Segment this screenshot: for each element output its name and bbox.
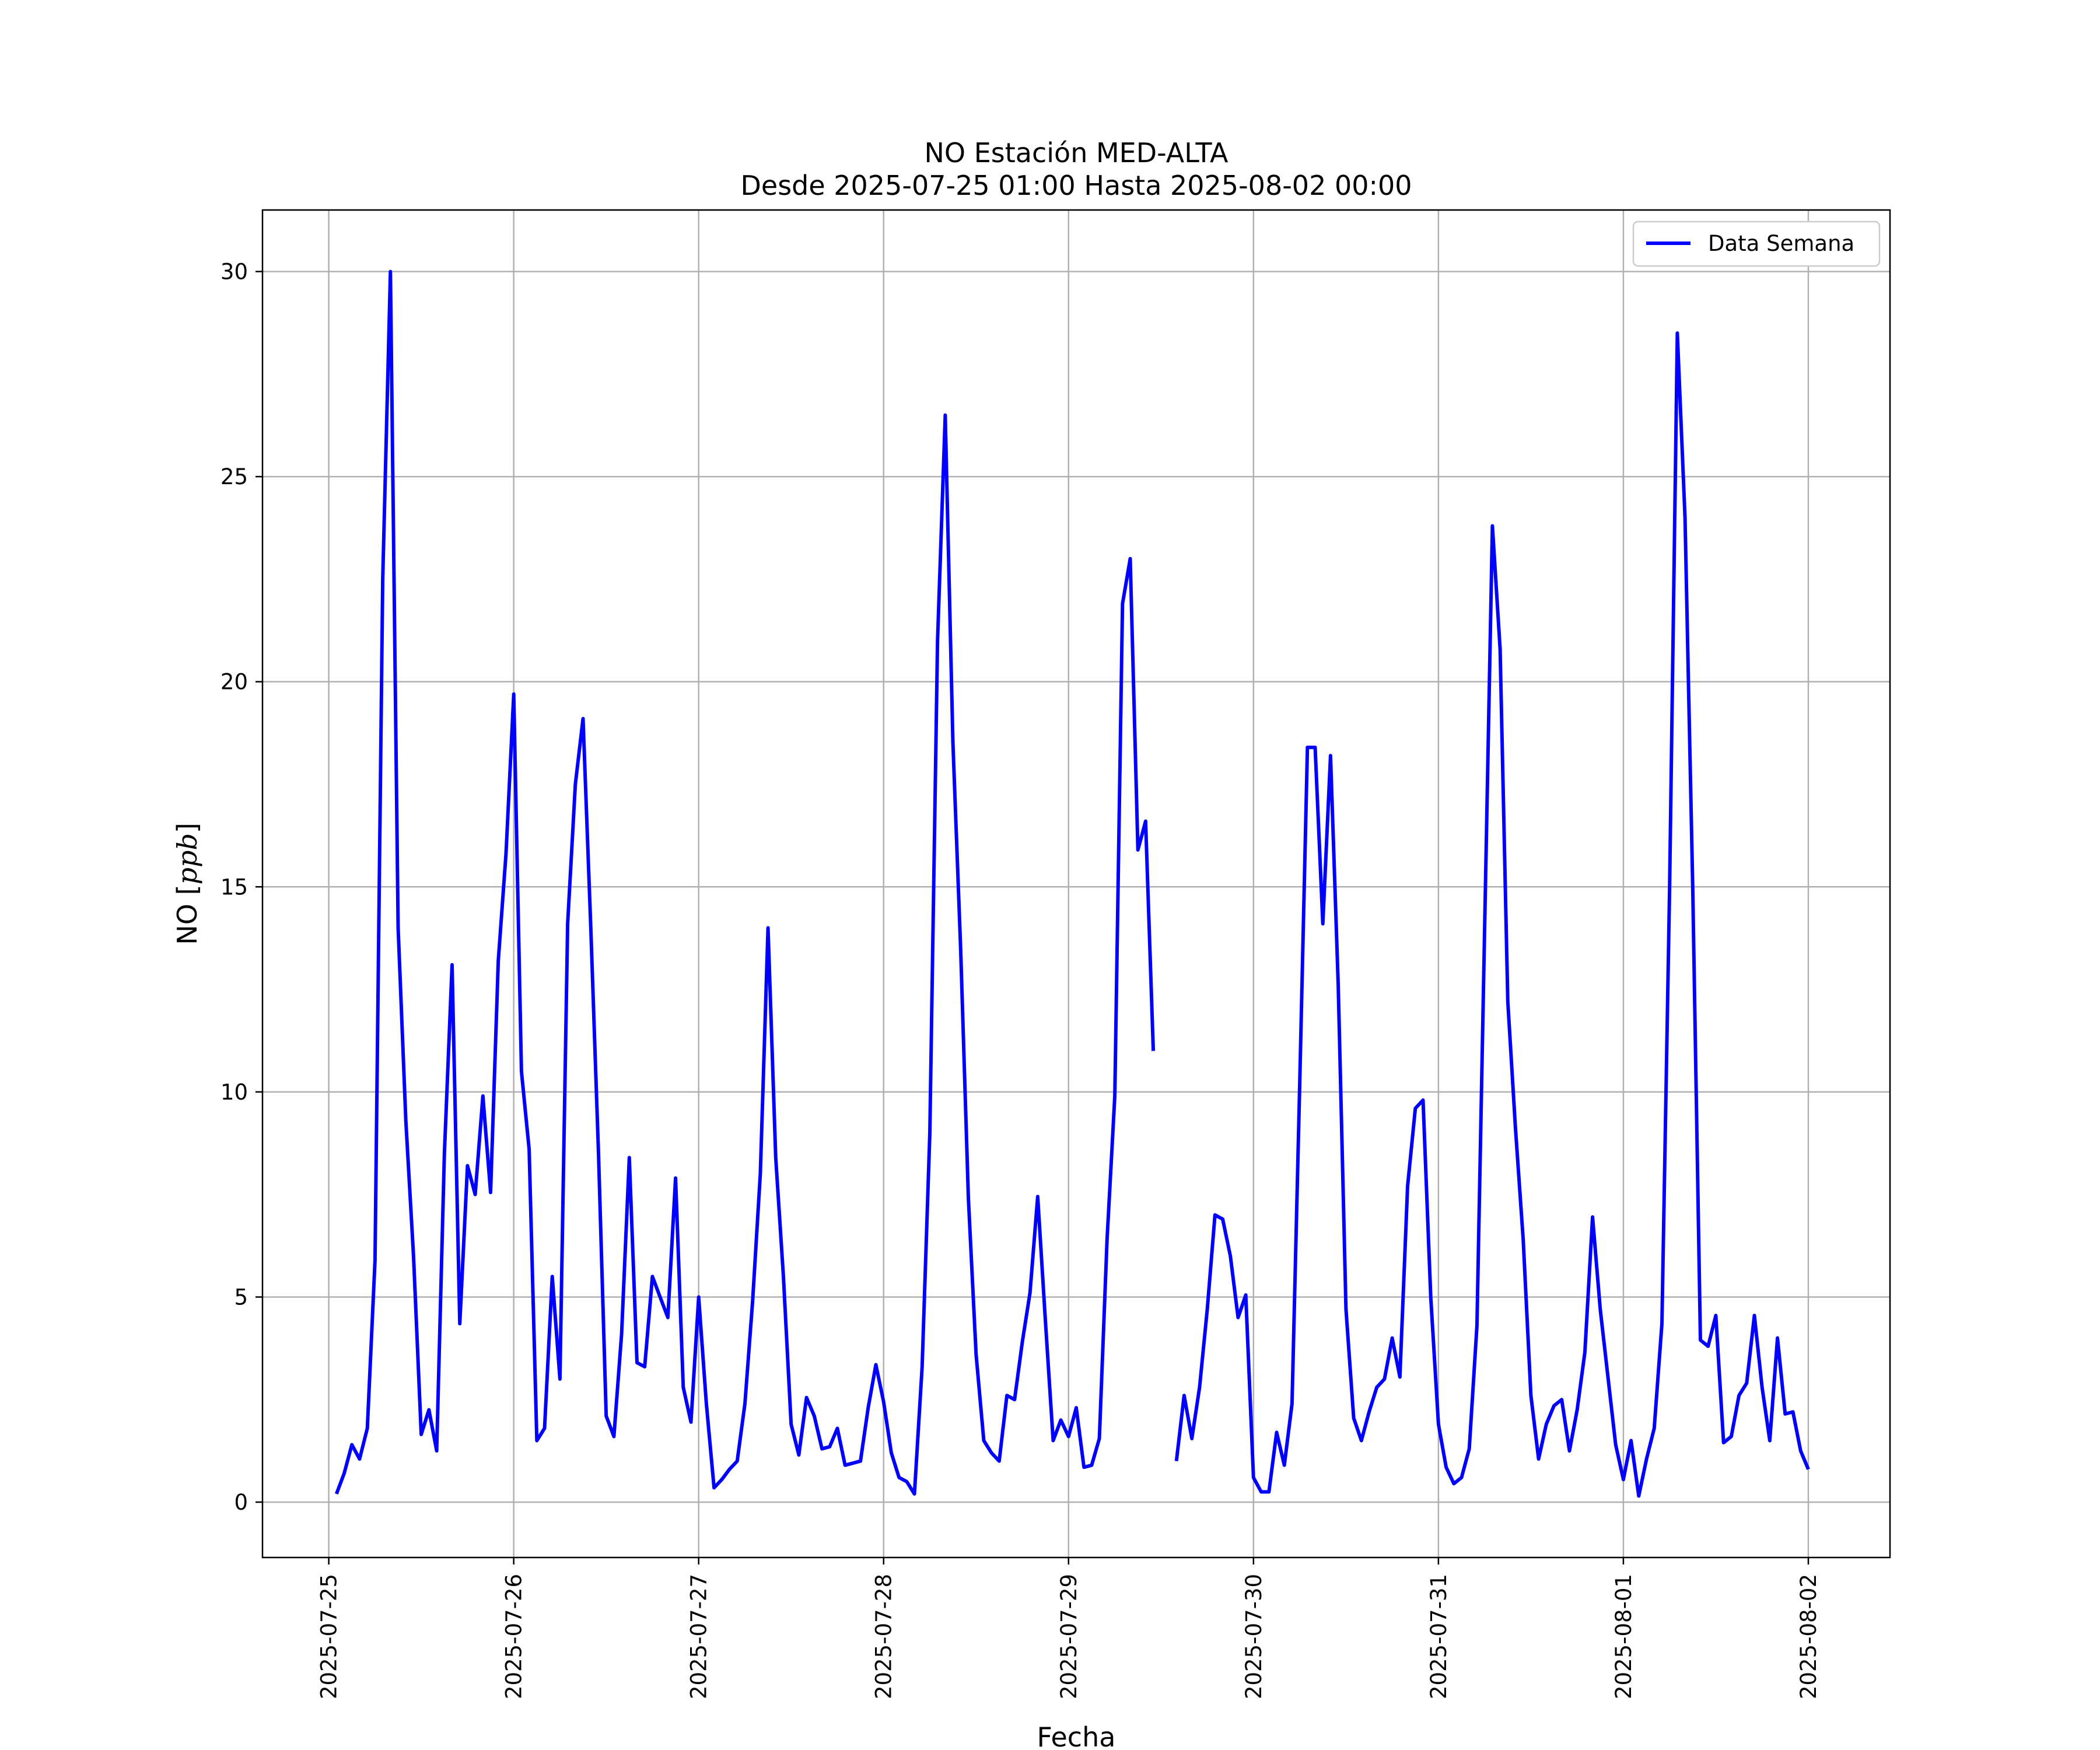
x-tick-label: 2025-07-26: [502, 1574, 527, 1699]
x-tick-label: 2025-07-29: [1056, 1574, 1082, 1699]
legend-entry-label: Data Semana: [1708, 231, 1854, 256]
y-tick-label: 20: [220, 670, 248, 695]
chart-subtitle: Desde 2025-07-25 01:00 Hasta 2025-08-02 …: [740, 170, 1412, 201]
x-tick-label: 2025-07-27: [687, 1574, 712, 1699]
y-tick-label: 5: [234, 1284, 248, 1310]
x-tick-label: 2025-08-02: [1796, 1574, 1821, 1699]
grid: [262, 210, 1890, 1558]
y-tick-label: 0: [234, 1490, 248, 1515]
x-tick-label: 2025-07-28: [872, 1574, 897, 1699]
series-lines: [334, 270, 1810, 1498]
y-axis-label: NO [ppb]: [172, 822, 203, 944]
x-tick-label: 2025-07-31: [1426, 1574, 1451, 1699]
legend-box: [1632, 220, 1881, 267]
x-tick-label: 2025-07-25: [317, 1574, 342, 1699]
chart-title: NO Estación MED-ALTA: [924, 137, 1228, 169]
y-axis-label-unit: ppb: [172, 833, 203, 884]
y-tick-label: 25: [220, 464, 248, 489]
series-line-segment: [334, 270, 1156, 1496]
y-axis-label-prefix: NO [: [172, 885, 203, 945]
axis-ticks: 2025-07-25 2025-07-26 2025-07-27 2025-07-28…: [220, 259, 1821, 1699]
y-tick-label: 30: [220, 259, 248, 284]
x-tick-label: 2025-07-30: [1241, 1574, 1266, 1699]
y-tick-label: 10: [220, 1080, 248, 1105]
legend: Data Semana: [1632, 220, 1881, 267]
plot-area-frame: [261, 209, 1891, 1559]
y-axis-label-suffix: ]: [172, 822, 203, 833]
series-line-segment: [1174, 331, 1810, 1498]
x-axis-label: Fecha: [1037, 1721, 1116, 1750]
y-tick-label: 15: [220, 874, 248, 900]
x-tick-label: 2025-08-01: [1611, 1574, 1636, 1699]
